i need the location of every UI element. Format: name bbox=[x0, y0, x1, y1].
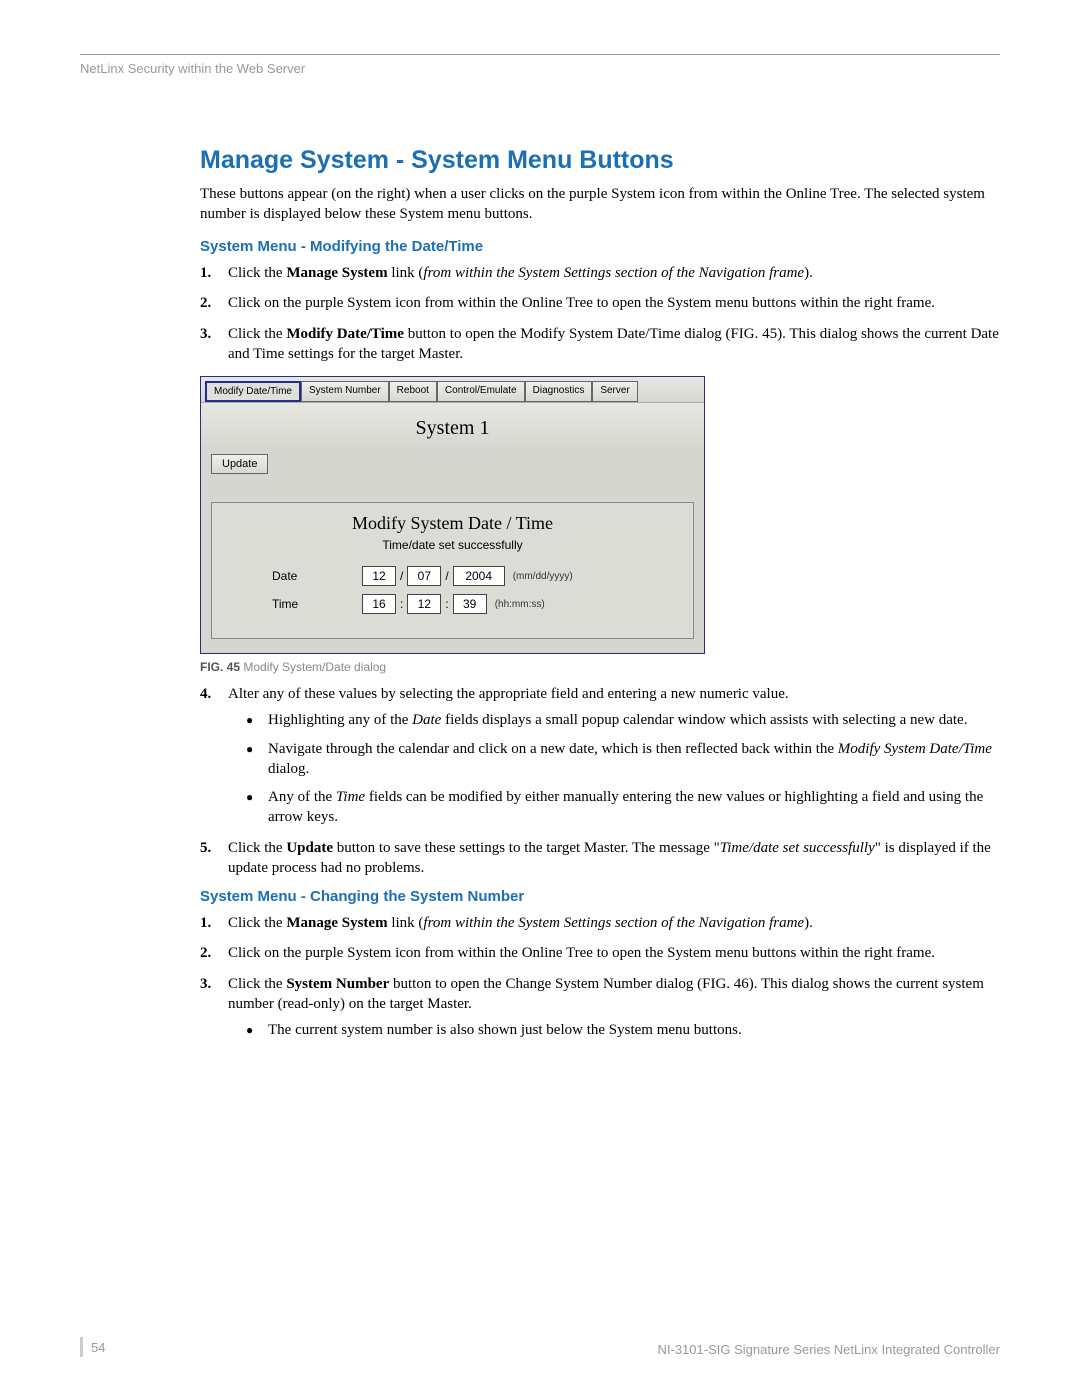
tab-system-number[interactable]: System Number bbox=[301, 381, 389, 402]
section2-heading: System Menu - Changing the System Number bbox=[200, 888, 1000, 905]
s2-bullet1: The current system number is also shown … bbox=[246, 1020, 1000, 1040]
footer-right: NI-3101-SIG Signature Series NetLinx Int… bbox=[657, 1342, 1000, 1357]
time-hint: (hh:mm:ss) bbox=[495, 599, 545, 610]
intro-text: These buttons appear (on the right) when… bbox=[200, 185, 1000, 224]
system-title: System 1 bbox=[201, 402, 704, 450]
update-button[interactable]: Update bbox=[211, 454, 268, 474]
panel-message: Time/date set successfully bbox=[222, 538, 683, 552]
s1-step1: Click the Manage System link (from withi… bbox=[200, 263, 1000, 283]
s1-bullet3: Any of the Time fields can be modified b… bbox=[246, 787, 1000, 828]
s1-bullet1: Highlighting any of the Date fields disp… bbox=[246, 710, 1000, 730]
tab-reboot[interactable]: Reboot bbox=[389, 381, 437, 402]
figure-caption: FIG. 45 Modify System/Date dialog bbox=[200, 660, 1000, 674]
time-mm-input[interactable]: 12 bbox=[407, 594, 441, 614]
section1-heading: System Menu - Modifying the Date/Time bbox=[200, 238, 1000, 255]
s2-step2: Click on the purple System icon from wit… bbox=[200, 943, 1000, 963]
date-dd-input[interactable]: 07 bbox=[407, 566, 441, 586]
s1-step4: Alter any of these values by selecting t… bbox=[200, 684, 1000, 828]
date-hint: (mm/dd/yyyy) bbox=[513, 571, 573, 582]
time-ss-input[interactable]: 39 bbox=[453, 594, 487, 614]
date-mm-input[interactable]: 12 bbox=[362, 566, 396, 586]
panel-title: Modify System Date / Time bbox=[222, 513, 683, 534]
page-title: Manage System - System Menu Buttons bbox=[200, 146, 1000, 175]
s1-step3: Click the Modify Date/Time button to ope… bbox=[200, 324, 1000, 365]
s2-step3: Click the System Number button to open t… bbox=[200, 974, 1000, 1041]
s1-step5: Click the Update button to save these se… bbox=[200, 838, 1000, 879]
s1-bullet2: Navigate through the calendar and click … bbox=[246, 739, 1000, 780]
tab-modify-datetime[interactable]: Modify Date/Time bbox=[205, 381, 301, 402]
s1-step2: Click on the purple System icon from wit… bbox=[200, 293, 1000, 313]
date-label: Date bbox=[222, 569, 362, 583]
date-yyyy-input[interactable]: 2004 bbox=[453, 566, 505, 586]
tab-control-emulate[interactable]: Control/Emulate bbox=[437, 381, 525, 402]
screenshot-figure: Modify Date/Time System Number Reboot Co… bbox=[200, 376, 705, 654]
tab-server[interactable]: Server bbox=[592, 381, 637, 402]
page-number: 54 bbox=[80, 1337, 105, 1357]
tab-diagnostics[interactable]: Diagnostics bbox=[525, 381, 593, 402]
s2-step1: Click the Manage System link (from withi… bbox=[200, 913, 1000, 933]
page-header: NetLinx Security within the Web Server bbox=[80, 61, 1000, 76]
time-hh-input[interactable]: 16 bbox=[362, 594, 396, 614]
time-label: Time bbox=[222, 597, 362, 611]
